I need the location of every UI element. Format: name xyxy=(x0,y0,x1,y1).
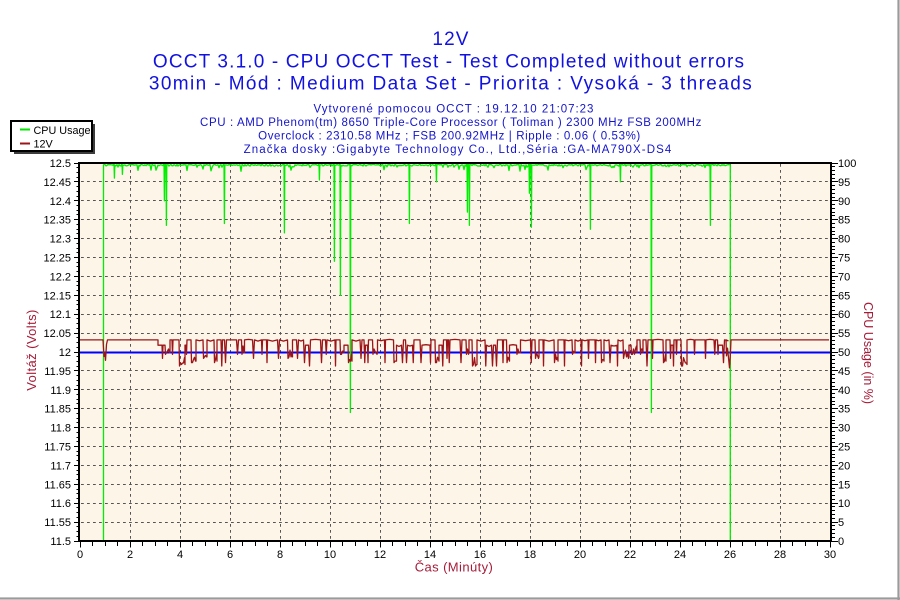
svg-text:11.95: 11.95 xyxy=(44,366,71,378)
svg-text:8: 8 xyxy=(277,549,283,561)
svg-text:12: 12 xyxy=(374,549,386,561)
svg-text:100: 100 xyxy=(838,158,856,170)
svg-text:12.3: 12.3 xyxy=(50,234,71,246)
svg-text:26: 26 xyxy=(724,549,736,561)
svg-text:35: 35 xyxy=(838,404,850,416)
svg-text:90: 90 xyxy=(838,196,850,208)
svg-text:Voltáž (Volts): Voltáž (Volts) xyxy=(24,309,39,390)
svg-text:Overclock : 2310.58 MHz ; FSB: Overclock : 2310.58 MHz ; FSB 200.92MHz … xyxy=(258,131,641,143)
svg-text:0: 0 xyxy=(77,549,83,561)
svg-text:20: 20 xyxy=(574,549,586,561)
svg-text:Vytvorené pomocou OCCT : 19.12: Vytvorené pomocou OCCT : 19.12.10 21:07:… xyxy=(314,104,595,116)
svg-text:25: 25 xyxy=(838,442,850,454)
svg-text:15: 15 xyxy=(838,479,850,491)
svg-text:11.55: 11.55 xyxy=(44,517,71,529)
svg-text:50: 50 xyxy=(838,347,850,359)
svg-text:85: 85 xyxy=(838,215,850,227)
svg-text:14: 14 xyxy=(424,549,436,561)
svg-text:40: 40 xyxy=(838,385,850,397)
svg-text:6: 6 xyxy=(227,549,233,561)
svg-text:70: 70 xyxy=(838,271,850,283)
svg-text:18: 18 xyxy=(524,549,536,561)
svg-text:95: 95 xyxy=(838,177,850,189)
svg-text:12.2: 12.2 xyxy=(50,271,71,283)
svg-text:12.4: 12.4 xyxy=(50,196,71,208)
svg-text:30: 30 xyxy=(824,549,836,561)
svg-text:28: 28 xyxy=(774,549,786,561)
svg-text:12.05: 12.05 xyxy=(43,328,71,340)
svg-text:12: 12 xyxy=(59,347,71,359)
svg-text:4: 4 xyxy=(177,549,183,561)
svg-text:11.65: 11.65 xyxy=(44,479,71,491)
svg-text:0: 0 xyxy=(838,536,844,548)
svg-text:12.15: 12.15 xyxy=(43,290,71,302)
svg-text:22: 22 xyxy=(624,549,636,561)
svg-text:80: 80 xyxy=(838,234,850,246)
svg-text:30: 30 xyxy=(838,423,850,435)
svg-text:Značka dosky :Gigabyte Technol: Značka dosky :Gigabyte Technology Co., L… xyxy=(244,144,673,156)
svg-text:20: 20 xyxy=(838,460,850,472)
svg-text:11.9: 11.9 xyxy=(50,385,71,397)
svg-text:11.8: 11.8 xyxy=(50,423,71,435)
svg-text:12.25: 12.25 xyxy=(43,253,71,265)
svg-text:10: 10 xyxy=(838,498,850,510)
svg-text:5: 5 xyxy=(838,517,844,529)
svg-text:60: 60 xyxy=(838,309,850,321)
svg-text:10: 10 xyxy=(324,549,336,561)
svg-text:11.6: 11.6 xyxy=(50,498,71,510)
svg-text:12V: 12V xyxy=(432,29,469,50)
svg-text:CPU Usage (in %): CPU Usage (in %) xyxy=(861,302,875,404)
svg-text:2: 2 xyxy=(127,549,133,561)
svg-text:65: 65 xyxy=(838,290,850,302)
svg-text:12.35: 12.35 xyxy=(43,215,71,227)
svg-text:CPU Usage: CPU Usage xyxy=(34,125,91,137)
svg-text:CPU : AMD Phenom(tm) 8650 Trip: CPU : AMD Phenom(tm) 8650 Triple-Core Pr… xyxy=(200,117,702,129)
svg-text:12.45: 12.45 xyxy=(43,177,71,189)
svg-text:16: 16 xyxy=(474,549,486,561)
svg-text:11.85: 11.85 xyxy=(44,404,71,416)
svg-text:75: 75 xyxy=(838,253,850,265)
svg-text:12.1: 12.1 xyxy=(50,309,71,321)
svg-text:45: 45 xyxy=(838,366,850,378)
svg-text:30min - Mód : Medium Data Set: 30min - Mód : Medium Data Set - Priorita… xyxy=(149,74,753,95)
svg-text:OCCT 3.1.0 - CPU OCCT Test - T: OCCT 3.1.0 - CPU OCCT Test - Test Comple… xyxy=(153,52,745,73)
svg-text:11.75: 11.75 xyxy=(44,442,71,454)
svg-text:11.7: 11.7 xyxy=(50,460,71,472)
svg-text:11.5: 11.5 xyxy=(50,536,71,548)
svg-text:12.5: 12.5 xyxy=(50,158,71,170)
svg-text:55: 55 xyxy=(838,328,850,340)
svg-text:24: 24 xyxy=(674,549,686,561)
svg-text:Čas (Minúty): Čas (Minúty) xyxy=(415,560,493,575)
svg-text:12V: 12V xyxy=(34,139,54,151)
